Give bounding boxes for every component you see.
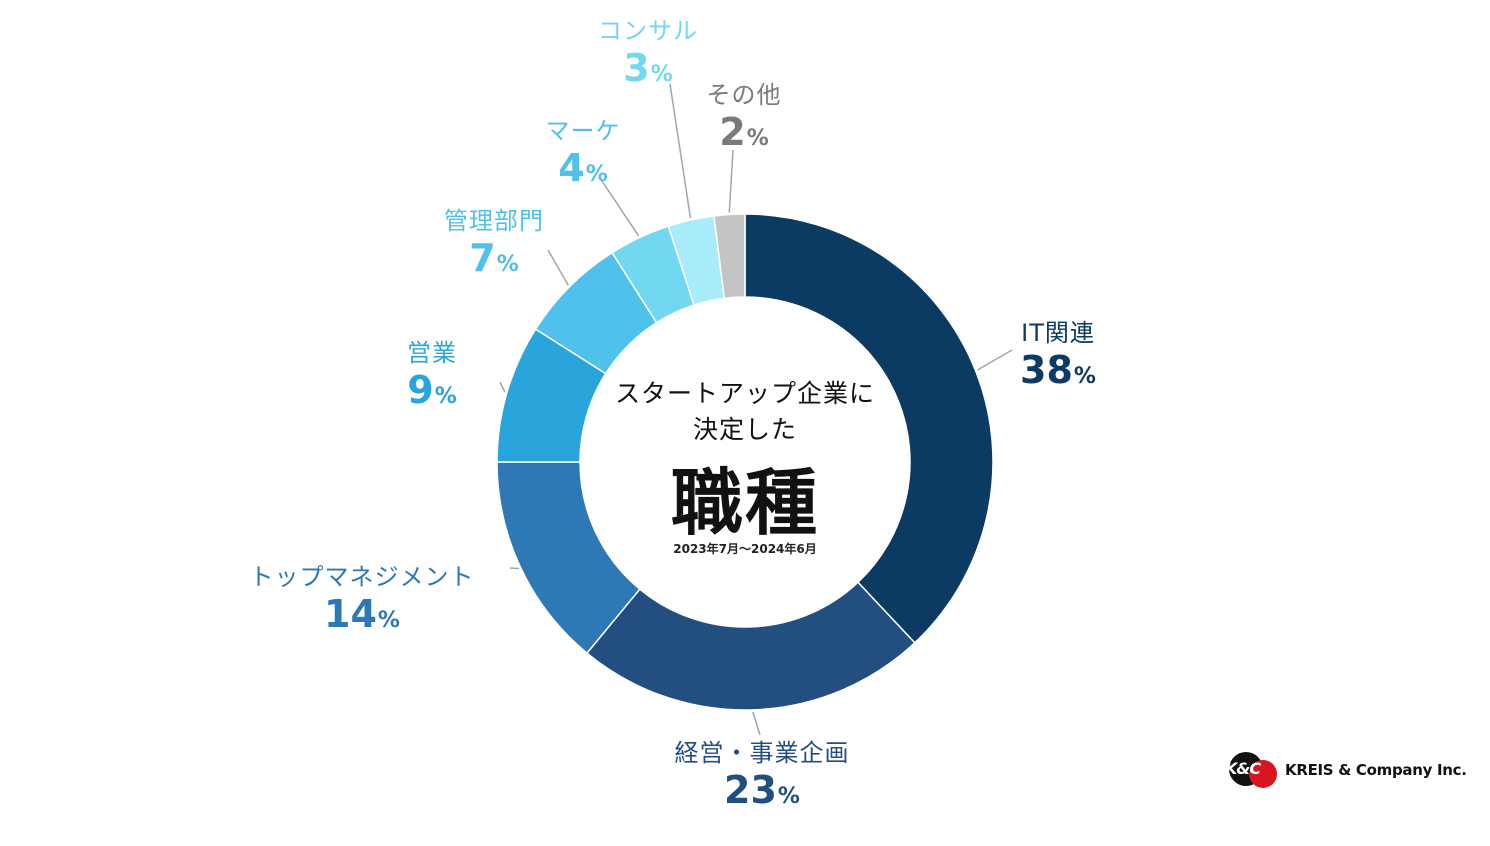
- chart-period: 2023年7月～2024年6月: [673, 542, 817, 556]
- percent-value: 3: [623, 46, 650, 90]
- slice-label-percent: 4%: [546, 146, 621, 198]
- slice-label-percent: 38%: [1020, 348, 1096, 400]
- percent-symbol: %: [777, 784, 800, 809]
- slice-label-2: 経営・事業企画 23%: [675, 738, 850, 820]
- percent-symbol: %: [746, 126, 769, 151]
- slice-label-name: 営業: [407, 339, 457, 367]
- slice-label-name: 管理部門: [444, 207, 544, 235]
- slice-label-1: IT関連 38%: [1020, 318, 1096, 400]
- percent-symbol: %: [377, 608, 400, 633]
- percent-symbol: %: [496, 252, 519, 277]
- chart-title: 職種: [670, 461, 819, 545]
- leader-line-6: [599, 177, 640, 237]
- slice-label-percent: 3%: [598, 46, 698, 98]
- percent-value: 7: [469, 236, 496, 280]
- percent-value: 2: [719, 110, 746, 154]
- slice-label-name: IT関連: [1021, 319, 1095, 347]
- center-subtitle-2: 決定した: [692, 415, 797, 444]
- center-subtitle: スタートアップ企業に: [614, 379, 875, 408]
- slice-label-7: コンサル 3%: [598, 16, 698, 98]
- slice-label-name: 経営・事業企画: [674, 739, 850, 767]
- percent-value: 14: [324, 592, 377, 636]
- leader-line-4: [499, 381, 506, 393]
- slice-label-percent: 14%: [250, 592, 475, 644]
- slice-1: [744, 213, 994, 644]
- slice-label-percent: 2%: [707, 110, 782, 162]
- slice-label-name: マーケ: [545, 117, 621, 145]
- slice-label-3: トップマネジメント 14%: [250, 562, 475, 644]
- slice-group: [496, 213, 994, 711]
- leader-line-8: [728, 149, 734, 213]
- slice-label-5: 管理部門 7%: [444, 206, 544, 288]
- slice-2: [585, 581, 916, 711]
- logo-mark: K&C: [1225, 748, 1283, 792]
- leader-line-1: [977, 349, 1013, 371]
- slice-label-name: その他: [706, 81, 782, 109]
- percent-symbol: %: [434, 384, 457, 409]
- slice-label-name: トップマネジメント: [249, 563, 475, 591]
- percent-value: 4: [558, 146, 585, 190]
- slice-label-6: マーケ 4%: [546, 116, 621, 198]
- percent-value: 23: [724, 768, 777, 812]
- percent-symbol: %: [650, 62, 673, 87]
- company-logo: K&C KREIS & Company Inc.: [1225, 748, 1467, 792]
- slice-label-name: コンサル: [598, 17, 698, 45]
- logo-mark-text: K&C: [1225, 759, 1261, 778]
- slice-label-8: その他 2%: [707, 80, 782, 162]
- slice-label-percent: 9%: [407, 368, 457, 420]
- percent-value: 9: [407, 368, 434, 412]
- percent-value: 38: [1020, 348, 1073, 392]
- percent-symbol: %: [1073, 364, 1096, 389]
- leader-line-7: [669, 83, 692, 219]
- company-name: KREIS & Company Inc.: [1285, 761, 1467, 779]
- slice-label-percent: 7%: [444, 236, 544, 288]
- slice-8: [713, 213, 746, 300]
- slice-label-4: 営業 9%: [407, 338, 457, 420]
- percent-symbol: %: [585, 162, 608, 187]
- slice-label-percent: 23%: [675, 768, 850, 820]
- leader-line-5: [547, 249, 569, 286]
- leader-line-2: [752, 711, 761, 736]
- leader-lines: [499, 83, 1013, 736]
